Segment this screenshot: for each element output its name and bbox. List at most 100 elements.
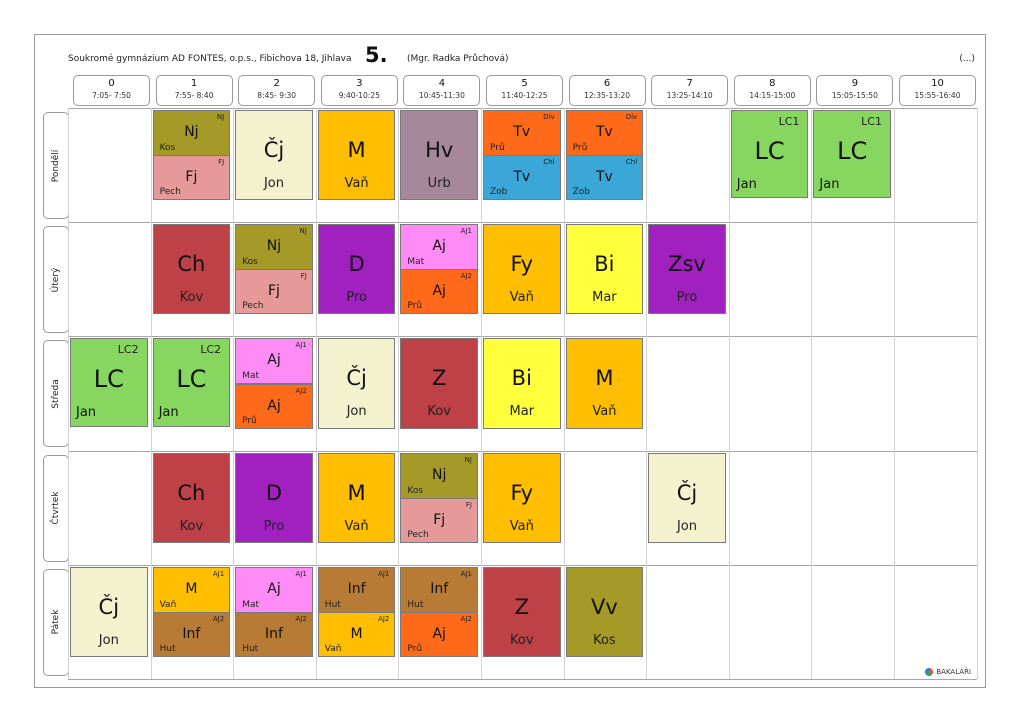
lesson-teacher: Kos [159,143,176,154]
grid-column-divider [150,108,152,679]
day-label-3: Čtvrtek [43,454,69,562]
more-indicator[interactable]: (...) [959,54,975,64]
lesson-cell[interactable]: Inf Hut AJ1 [400,566,478,613]
lesson-cell[interactable]: Čj Jon [70,566,148,657]
lesson-teacher: Pech [159,187,181,198]
lesson-cell[interactable]: Nj Kos NJ [235,224,313,271]
period-time: 12:35-13:20 [584,91,631,100]
lesson-cell[interactable]: M Vaň AJ1 [152,566,231,613]
lesson-cell[interactable]: Fy Vaň [483,224,561,315]
lesson-cell[interactable]: Aj Mat AJ1 [235,338,313,385]
lesson-cell[interactable]: Fy Vaň [483,452,561,543]
period-time: 7:55- 8:40 [174,91,214,100]
lesson-cell[interactable]: Fj Pech FJ [235,269,313,315]
lesson-teacher: Jon [98,632,119,648]
lesson-cell[interactable]: Inf Hut AJ2 [152,611,231,657]
lesson-teacher: Prů [407,643,423,654]
grid-column-divider [894,108,895,679]
lesson-cell[interactable]: Aj Prů AJ2 [235,383,313,429]
lesson-teacher: Prů [242,415,257,426]
lesson-subject: Aj [432,283,446,300]
lesson-cell[interactable]: Nj Kos NJ [400,452,478,499]
period-time: 9:40-10:25 [338,91,380,100]
lesson-cell[interactable]: Tv Zob Chl [565,155,644,201]
lesson-cell[interactable]: D Pro [235,452,313,543]
lesson-teacher: Pro [263,518,285,534]
lesson-cell[interactable]: Zsv Pro [648,224,726,315]
lesson-group: AJ2 [460,272,472,281]
lesson-cell[interactable]: Bi Mar [565,224,644,315]
lesson-cell[interactable]: Fj Pech FJ [400,497,478,543]
lesson-subject: Fj [433,511,446,528]
period-header-7: 7 13:25-14:10 [651,75,729,106]
lesson-cell[interactable]: M Vaň [317,452,396,543]
lesson-subject: Fj [185,169,198,186]
lesson-subject: Fy [510,252,534,277]
lesson-cell[interactable]: Inf Hut AJ1 [317,566,396,613]
period-header-10: 10 15:55-16:40 [899,75,976,106]
lesson-subject: Ch [177,252,206,277]
lesson-group: AJ2 [460,614,472,623]
lesson-cell[interactable]: LC Jan LC2 [152,338,231,427]
lesson-cell[interactable]: Čj Jon [235,110,313,201]
lesson-cell[interactable]: Nj Kos NJ [152,110,231,157]
lesson-cell[interactable]: Čj Jon [317,338,396,429]
lesson-cell[interactable]: Aj Prů AJ2 [400,269,478,315]
grid-column-divider [811,108,813,679]
lesson-cell[interactable]: Aj Mat AJ1 [400,224,478,271]
lesson-group: LC1 [778,115,800,128]
lesson-teacher: Vaň [344,518,369,534]
lesson-subject: Hv [425,138,454,162]
lesson-subject: Čj [263,138,285,162]
lesson-cell[interactable]: Aj Mat AJ1 [235,566,313,613]
lesson-subject: M [347,138,366,162]
lesson-cell[interactable]: Ch Kov [152,224,231,315]
period-number: 2 [273,78,280,89]
lesson-subject: M [350,625,363,642]
period-number: 3 [356,78,363,89]
lesson-cell[interactable]: Čj Jon [648,452,726,543]
period-header-1: 1 7:55- 8:40 [155,75,233,106]
period-number: 1 [190,78,198,89]
lesson-group: Chl [543,158,555,167]
lesson-subject: Inf [182,625,201,642]
lesson-teacher: Vaň [509,290,534,306]
lesson-cell[interactable]: Bi Mar [483,338,561,429]
lesson-cell[interactable]: LC Jan LC1 [730,110,809,199]
lesson-subject: M [185,580,198,597]
lesson-cell[interactable]: D Pro [317,224,396,315]
lesson-teacher: Hut [324,599,341,610]
lesson-teacher: Jon [346,404,367,420]
lesson-cell[interactable]: Aj Prů AJ2 [400,611,478,657]
lesson-cell[interactable]: Z Kov [483,566,561,657]
lesson-cell[interactable]: LC Jan LC2 [70,338,148,427]
lesson-cell[interactable]: Fj Pech FJ [152,155,231,201]
lesson-teacher: Pech [407,529,429,540]
lesson-cell[interactable]: Ch Kov [152,452,231,543]
lesson-subject: Tv [513,124,531,140]
lesson-cell[interactable]: Tv Prů Dív [483,110,561,157]
day-label-0: Pondělí [43,112,69,219]
lesson-teacher: Vaň [509,518,534,534]
lesson-teacher: Jan [819,177,840,192]
lesson-cell[interactable]: Vv Kos [565,566,644,657]
lesson-teacher: Vaň [592,404,617,420]
period-header-8: 8 14:15-15:00 [733,75,811,106]
lesson-cell[interactable]: Tv Prů Dív [565,110,644,157]
lesson-cell[interactable]: Tv Zob Chl [483,155,561,201]
lesson-subject: Aj [267,397,281,414]
class-name: 5. [365,43,388,67]
day-label-4: Pátek [43,568,69,676]
lesson-cell[interactable]: LC Jan LC1 [813,110,891,199]
lesson-group: AJ2 [212,614,225,623]
lesson-cell[interactable]: M Vaň [565,338,644,429]
grid-row-divider [68,222,977,224]
lesson-cell[interactable]: M Vaň AJ2 [317,611,396,657]
lesson-cell[interactable]: Hv Urb [400,110,478,201]
lesson-cell[interactable]: M Vaň [317,110,396,201]
period-number: 7 [686,78,693,89]
school-name: Soukromé gymnázium AD FONTES, o.p.s., Fi… [68,54,352,64]
lesson-teacher: Vaň [324,643,342,654]
lesson-cell[interactable]: Z Kov [400,338,478,429]
lesson-cell[interactable]: Inf Hut AJ2 [235,611,313,657]
